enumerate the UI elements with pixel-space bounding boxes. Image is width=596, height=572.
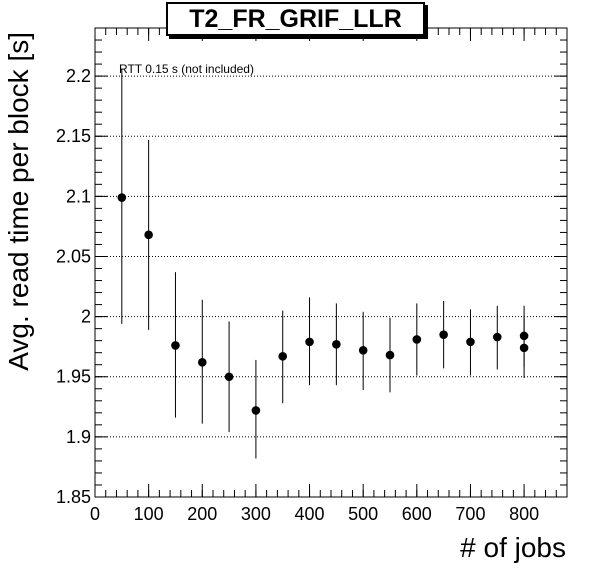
data-point bbox=[492, 332, 502, 342]
data-point bbox=[278, 352, 288, 361]
data-point bbox=[251, 406, 261, 415]
axis-ticks bbox=[94, 27, 568, 498]
y-tick-label: 2.2 bbox=[66, 66, 91, 86]
x-tick-label: 800 bbox=[509, 504, 539, 524]
y-tick-label: 1.95 bbox=[56, 367, 91, 387]
y-axis-label: Avg. read time per block [s] bbox=[3, 32, 34, 371]
x-tick-labels: 0 100 200 300 400 500 600 700 800 bbox=[90, 504, 539, 524]
x-tick-label: 200 bbox=[187, 504, 217, 524]
data-points bbox=[117, 193, 529, 415]
data-point bbox=[197, 358, 207, 367]
y-tick-label: 2.1 bbox=[66, 186, 91, 206]
data-point bbox=[519, 343, 529, 353]
grid-lines bbox=[95, 75, 567, 438]
data-point bbox=[224, 372, 234, 382]
y-tick-label: 2.15 bbox=[56, 126, 91, 146]
data-point bbox=[385, 350, 395, 360]
data-point bbox=[305, 337, 314, 347]
data-point bbox=[171, 341, 180, 350]
y-tick-label: 1.85 bbox=[56, 487, 91, 507]
data-point bbox=[439, 330, 448, 339]
x-tick-label: 300 bbox=[241, 504, 271, 524]
error-bars bbox=[121, 68, 525, 459]
data-point bbox=[519, 331, 529, 341]
y-tick-label: 2.05 bbox=[56, 246, 91, 266]
x-tick-label: 100 bbox=[134, 504, 164, 524]
data-point bbox=[144, 230, 153, 240]
y-tick-labels: 1.85 1.9 1.95 2 2.05 2.1 2.15 2.2 bbox=[56, 66, 91, 507]
x-axis-label: # of jobs bbox=[460, 532, 566, 563]
data-point bbox=[412, 335, 422, 344]
data-point bbox=[358, 345, 368, 355]
data-point bbox=[466, 337, 475, 347]
y-tick-label: 2 bbox=[81, 307, 91, 327]
x-tick-label: 600 bbox=[402, 504, 432, 524]
y-tick-label: 1.9 bbox=[66, 427, 91, 447]
x-tick-label: 400 bbox=[295, 504, 325, 524]
x-tick-label: 700 bbox=[455, 504, 485, 524]
chart-title: T2_FR_GRIF_LLR bbox=[166, 2, 425, 36]
data-point bbox=[332, 339, 341, 349]
x-tick-label: 0 bbox=[90, 504, 100, 524]
data-point bbox=[117, 193, 127, 202]
rtt-annotation: RTT 0.15 s (not included) bbox=[119, 62, 254, 76]
plot-frame bbox=[94, 27, 568, 498]
x-tick-label: 500 bbox=[348, 504, 378, 524]
